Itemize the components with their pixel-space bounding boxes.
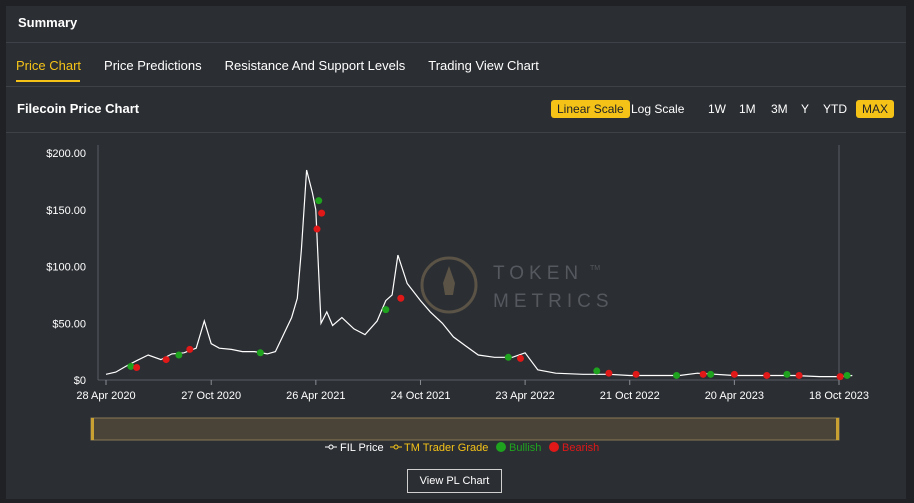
bearish-marker	[795, 371, 803, 379]
tab-price-predictions[interactable]: Price Predictions	[104, 58, 202, 73]
y-axis-ticks: $0 $50.00 $100.00 $150.00 $200.00	[46, 148, 86, 387]
bullish-marker	[783, 370, 791, 378]
bullish-marker	[504, 353, 512, 361]
log-scale-button[interactable]: Log Scale	[631, 102, 685, 116]
x-tick-label: 26 Apr 2021	[286, 390, 345, 402]
bearish-marker	[605, 369, 613, 377]
divider	[6, 132, 906, 133]
bullish-marker	[315, 197, 323, 205]
legend-bearish[interactable]: Bearish	[562, 442, 599, 454]
bearish-marker	[313, 225, 321, 233]
bearish-marker	[397, 294, 405, 302]
token-metrics-watermark: TOKEN METRICS TM	[420, 256, 614, 314]
bullish-marker	[673, 371, 681, 379]
y-tick-label: $150.00	[46, 205, 86, 217]
grade-markers	[127, 197, 851, 381]
x-tick-label: 20 Apr 2023	[705, 390, 764, 402]
tab-resistance-support[interactable]: Resistance And Support Levels	[224, 58, 406, 73]
watermark-text-metrics: METRICS	[493, 291, 614, 312]
legend-fil-price-marker	[328, 444, 334, 450]
x-tick-label: 28 Apr 2020	[76, 390, 135, 402]
range-ytd-button[interactable]: YTD	[823, 102, 847, 116]
legend-tm-grade-marker	[393, 444, 399, 450]
divider	[6, 42, 906, 43]
watermark-rocket-icon	[420, 256, 478, 314]
y-tick-label: $100.00	[46, 262, 86, 274]
watermark-rocket-body	[443, 266, 455, 295]
bullish-marker	[175, 351, 183, 359]
legend-fil-price[interactable]: FIL Price	[340, 442, 384, 454]
bearish-marker	[133, 364, 141, 372]
range-1m-button[interactable]: 1M	[739, 102, 756, 116]
bearish-marker	[516, 354, 524, 362]
legend-bearish-marker	[549, 442, 559, 452]
bullish-marker	[256, 349, 264, 357]
range-y-button[interactable]: Y	[801, 102, 810, 116]
summary-panel: Summary Price Chart Price Predictions Re…	[6, 6, 906, 499]
fil-price-line	[105, 169, 853, 378]
tab-trading-view-chart[interactable]: Trading View Chart	[428, 58, 539, 73]
navigator-window[interactable]	[90, 417, 840, 441]
watermark-text-token: TOKEN	[493, 263, 583, 284]
range-1w-button[interactable]: 1W	[708, 102, 726, 116]
bullish-marker	[843, 371, 851, 379]
x-axis-ticks: 28 Apr 2020 27 Oct 2020 26 Apr 2021 24 Oct …	[76, 380, 869, 402]
bullish-marker	[382, 306, 390, 314]
bearish-marker	[632, 370, 640, 378]
navigator-right-handle[interactable]	[836, 418, 839, 440]
legend-tm-trader-grade[interactable]: TM Trader Grade	[404, 442, 488, 454]
chart-grid	[97, 145, 840, 381]
summary-heading: Summary	[18, 15, 78, 30]
bearish-marker	[763, 371, 771, 379]
active-tab-indicator	[16, 80, 80, 82]
linear-scale-button[interactable]: Linear Scale	[551, 100, 630, 118]
legend-bullish-marker	[496, 442, 506, 452]
bullish-marker	[707, 370, 715, 378]
chart-title: Filecoin Price Chart	[17, 101, 140, 116]
x-tick-label: 23 Apr 2022	[495, 390, 554, 402]
navigator-left-handle[interactable]	[91, 418, 94, 440]
range-3m-button[interactable]: 3M	[771, 102, 788, 116]
x-tick-label: 27 Oct 2020	[181, 390, 241, 402]
x-tick-label: 21 Oct 2022	[600, 390, 660, 402]
chart-legend: FIL Price TM Trader Grade Bullish Bearis…	[325, 442, 599, 454]
bearish-marker	[836, 373, 844, 381]
y-tick-label: $200.00	[46, 148, 86, 160]
tab-bar: Price Chart Price Predictions Resistance…	[16, 58, 562, 73]
y-tick-label: $0	[74, 375, 86, 387]
watermark-tm: TM	[590, 265, 600, 272]
bearish-marker	[699, 370, 707, 378]
bullish-marker	[127, 362, 135, 370]
bearish-marker	[730, 370, 738, 378]
legend-bullish[interactable]: Bullish	[509, 442, 541, 454]
tab-price-chart[interactable]: Price Chart	[16, 58, 82, 73]
range-max-button[interactable]: MAX	[856, 100, 895, 118]
bearish-marker	[186, 345, 194, 353]
x-tick-label: 18 Oct 2023	[809, 390, 869, 402]
y-tick-label: $50.00	[52, 318, 86, 330]
bullish-marker	[593, 367, 601, 375]
x-tick-label: 24 Oct 2021	[391, 390, 451, 402]
bearish-marker	[318, 209, 326, 217]
bearish-marker	[162, 356, 170, 364]
divider	[6, 86, 906, 87]
price-chart[interactable]: $0 $50.00 $100.00 $150.00 $200.00 28 Apr 202…	[6, 133, 906, 503]
view-pl-chart-button[interactable]: View PL Chart	[407, 469, 502, 493]
